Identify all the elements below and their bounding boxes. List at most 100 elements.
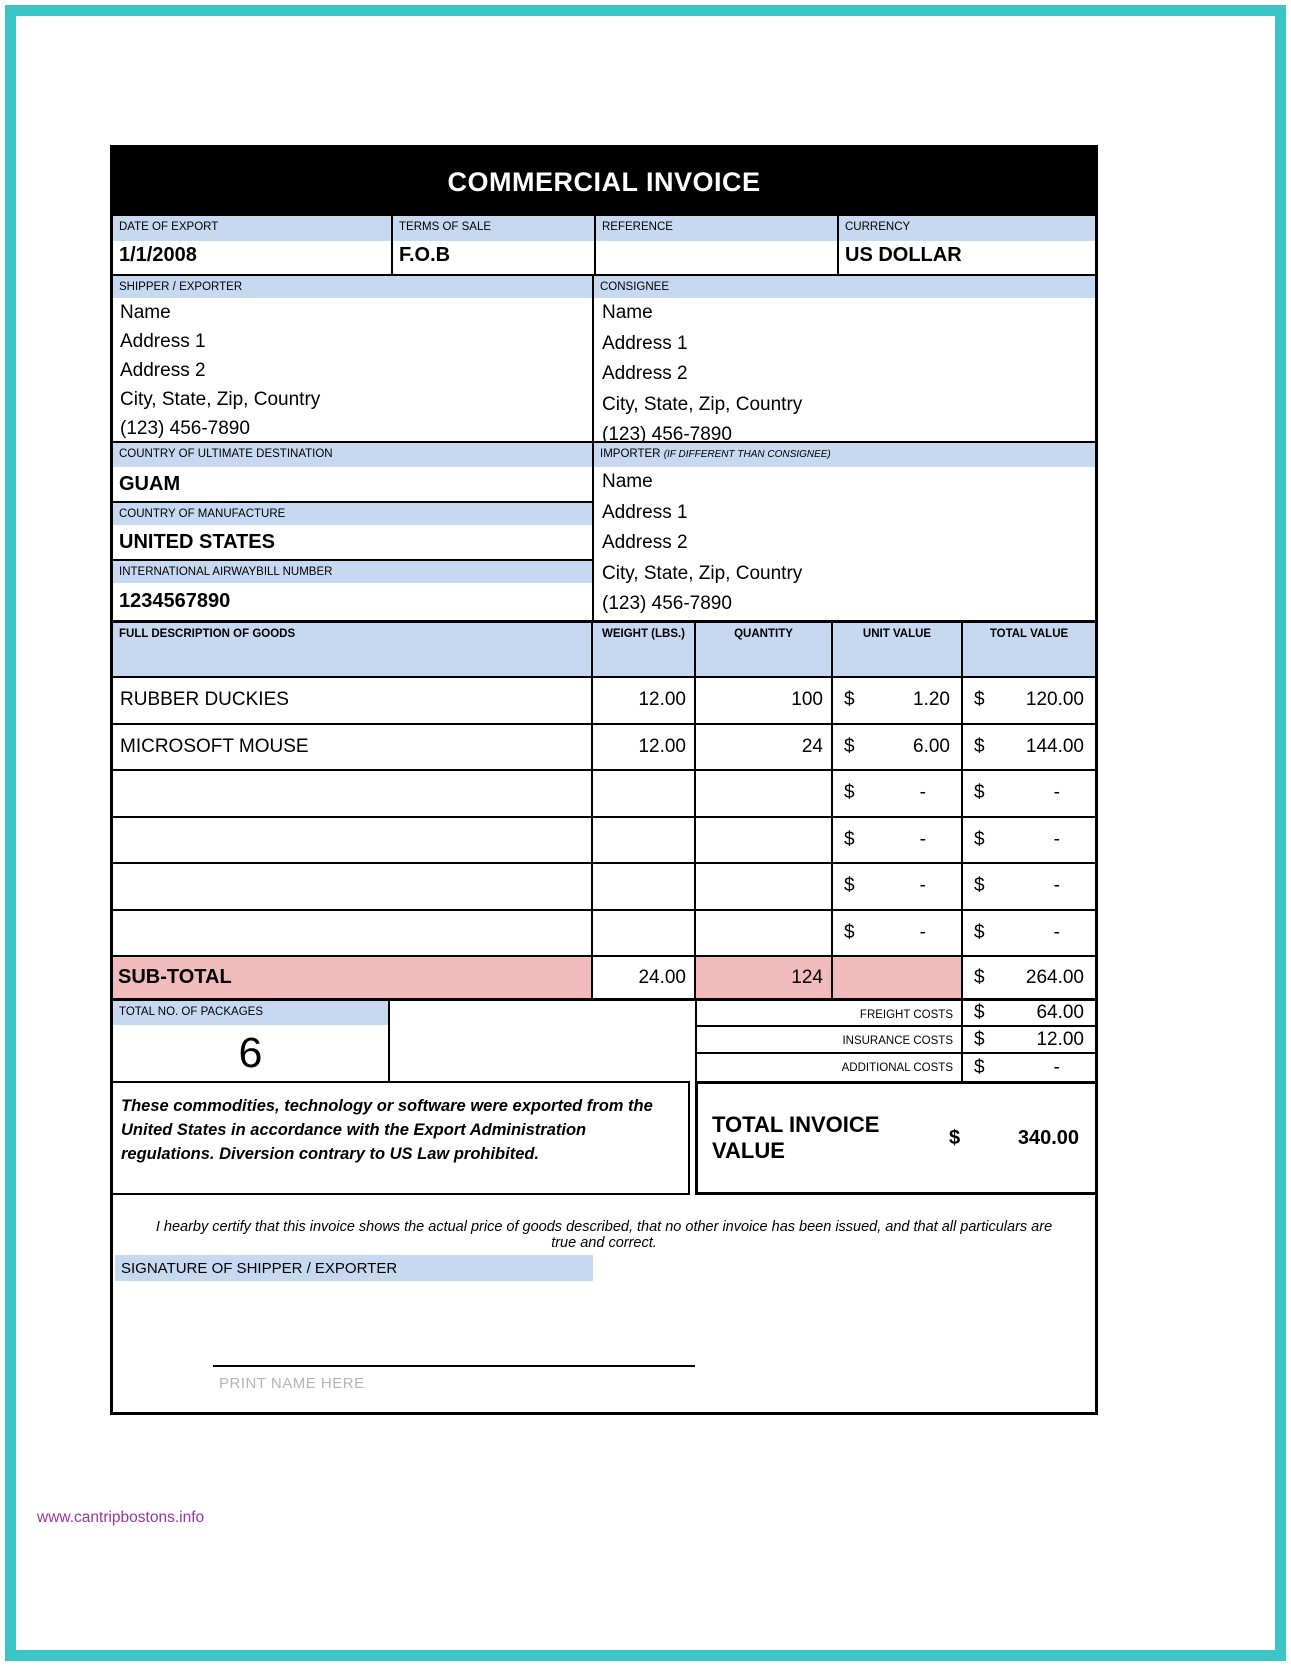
currency-sign: $ — [974, 966, 985, 988]
subtotal-quantity: 124 — [696, 957, 833, 998]
row-weight: 12.00 — [593, 724, 696, 769]
additional-costs-label: ADDITIONAL COSTS — [841, 1062, 953, 1074]
row-unit-value: $ - — [833, 817, 963, 862]
importer-name: Name — [602, 471, 653, 492]
row-weight — [593, 771, 696, 816]
row-weight — [593, 910, 696, 955]
packages-label: TOTAL NO. OF PACKAGES — [113, 1001, 390, 1025]
airwaybill-label: INTERNATIONAL AIRWAYBILL NUMBER — [113, 559, 592, 583]
currency-sign: $ — [844, 735, 855, 757]
table-row: $ - $ - — [113, 771, 1095, 818]
row-weight — [593, 817, 696, 862]
export-statement: These commodities, technology or softwar… — [113, 1081, 690, 1195]
importer-label: IMPORTER (IF DIFFERENT THAN CONSIGNEE) — [594, 443, 1095, 467]
consignee-phone: (123) 456-7890 — [602, 424, 732, 445]
shipper-section: SHIPPER / EXPORTER Name Address 1 Addres… — [113, 276, 594, 441]
date-of-export-value: 1/1/2008 — [119, 244, 197, 266]
subtotal-row: SUB-TOTAL 24.00 124 $264.00 — [113, 957, 1095, 1001]
consignee-section: CONSIGNEE Name Address 1 Address 2 City,… — [594, 276, 1095, 445]
shipper-name: Name — [120, 302, 171, 323]
row-description — [113, 910, 593, 955]
shipper-phone: (123) 456-7890 — [120, 418, 250, 439]
currency-sign: $ — [844, 782, 855, 804]
additional-costs-row: ADDITIONAL COSTS $ - — [695, 1054, 1095, 1081]
row-total-value: $144.00 — [974, 735, 1084, 757]
consignee-city: City, State, Zip, Country — [602, 393, 803, 415]
currency-sign: $ — [844, 875, 855, 897]
reference-value — [596, 241, 837, 274]
origin-details: COUNTRY OF ULTIMATE DESTINATION GUAM COU… — [113, 443, 594, 620]
manufacture-label: COUNTRY OF MANUFACTURE — [113, 501, 592, 525]
subtotal-unit-value — [833, 957, 963, 998]
date-of-export-label: DATE OF EXPORT — [113, 216, 391, 241]
row-total-value: $ - — [974, 921, 1060, 943]
importer-phone: (123) 456-7890 — [602, 593, 732, 614]
subtotal-weight: 24.00 — [593, 957, 696, 998]
importer-city: City, State, Zip, Country — [602, 562, 803, 584]
freight-costs-amount: $64.00 — [961, 1001, 1095, 1025]
row-quantity — [696, 771, 833, 816]
invoice-title: COMMERCIAL INVOICE — [113, 148, 1095, 216]
additional-costs-amount: $ - — [961, 1054, 1095, 1081]
row-quantity — [696, 817, 833, 862]
row-weight: 12.00 — [593, 678, 696, 723]
footer-link[interactable]: www.cantripbostons.info — [37, 1509, 205, 1526]
signature-label: SIGNATURE OF SHIPPER / EXPORTER — [115, 1255, 593, 1281]
insurance-costs-amount: $12.00 — [961, 1027, 1095, 1052]
mid-section: COUNTRY OF ULTIMATE DESTINATION GUAM COU… — [113, 443, 1095, 620]
subtotal-total-value: $264.00 — [974, 966, 1084, 988]
currency-sign: $ — [844, 689, 855, 711]
importer-address1: Address 1 — [602, 501, 688, 523]
signature-line — [213, 1365, 695, 1367]
row-total-value: $ - — [974, 828, 1060, 850]
shipper-address1: Address 1 — [120, 331, 206, 352]
importer-address2: Address 2 — [602, 532, 688, 553]
consignee-address2: Address 2 — [602, 363, 688, 384]
table-row: $ - $ - — [113, 864, 1095, 911]
row-quantity: 100 — [696, 678, 833, 723]
currency-sign: $ — [974, 1056, 985, 1078]
packages-count: 6 — [113, 1025, 390, 1081]
shipper-address2: Address 2 — [120, 360, 206, 381]
table-row: MICROSOFT MOUSE 12.00 24 $6.00 $144.00 — [113, 724, 1095, 771]
row-quantity — [696, 910, 833, 955]
currency-sign: $ — [974, 828, 985, 850]
date-of-export-cell: DATE OF EXPORT 1/1/2008 — [113, 216, 393, 274]
packages-costs-section: TOTAL NO. OF PACKAGES 6 FREIGHT COSTS $6… — [113, 1001, 1095, 1081]
row-unit-value: $ - — [833, 910, 963, 955]
row-description: RUBBER DUCKIES — [113, 678, 593, 723]
currency-sign: $ — [974, 921, 985, 943]
shipper-city: City, State, Zip, Country — [120, 389, 321, 410]
header-total-value: TOTAL VALUE — [963, 623, 1095, 676]
currency-sign: $ — [844, 921, 855, 943]
currency-label: CURRENCY — [839, 216, 1095, 241]
currency-sign: $ — [974, 1028, 985, 1050]
goods-header-row: FULL DESCRIPTION OF GOODS WEIGHT (LBS.) … — [113, 620, 1095, 678]
currency-sign: $ — [844, 828, 855, 850]
row-total-value: $ - — [974, 782, 1060, 804]
currency-sign: $ — [974, 1002, 985, 1023]
total-invoice-label: TOTAL INVOICE VALUE — [712, 1112, 880, 1163]
importer-address: Name Address 1 Address 2 City, State, Zi… — [594, 467, 1095, 620]
currency-sign: $ — [974, 875, 985, 897]
certification-text: I hearby certify that this invoice shows… — [155, 1219, 1053, 1251]
reference-label: REFERENCE — [596, 216, 837, 241]
row-total-value: $120.00 — [974, 689, 1084, 711]
currency-sign: $ — [974, 735, 985, 757]
row-unit-value: $1.20 — [833, 678, 963, 723]
currency-sign: $ — [974, 782, 985, 804]
airwaybill-value: 1234567890 — [119, 590, 231, 612]
currency-cell: CURRENCY US DOLLAR — [839, 216, 1095, 274]
terms-of-sale-label: TERMS OF SALE — [393, 216, 594, 241]
currency-sign: $ — [974, 689, 985, 711]
terms-of-sale-value: F.O.B — [399, 244, 451, 266]
row-description — [113, 817, 593, 862]
shipper-label: SHIPPER / EXPORTER — [113, 276, 592, 298]
row-description — [113, 771, 593, 816]
header-weight: WEIGHT (LBS.) — [593, 623, 696, 676]
manufacture-value: UNITED STATES — [119, 530, 275, 553]
shipper-address: Name Address 1 Address 2 City, State, Zi… — [113, 298, 592, 443]
importer-note: (IF DIFFERENT THAN CONSIGNEE) — [663, 449, 831, 460]
table-row: $ - $ - — [113, 817, 1095, 864]
row-description: MICROSOFT MOUSE — [113, 724, 593, 769]
